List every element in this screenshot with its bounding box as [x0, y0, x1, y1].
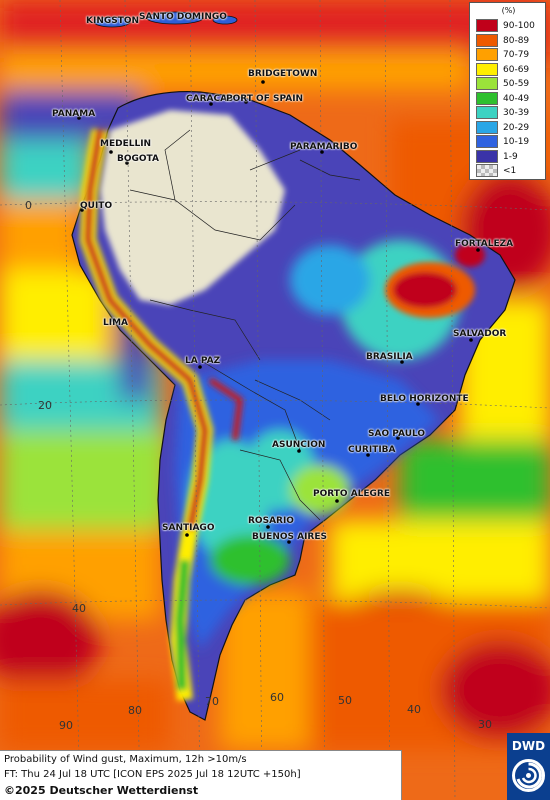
- legend-swatch: [476, 120, 498, 134]
- lat-label-0: 0: [25, 199, 32, 212]
- lon-label-40: 40: [407, 703, 421, 716]
- dwd-logo: DWD: [507, 733, 550, 800]
- city-label-bridgetown: BRIDGETOWN: [248, 69, 318, 79]
- city-label-kingston: KINGSTON: [86, 16, 140, 26]
- lon-label-60: 60: [270, 691, 284, 704]
- city-label-port-of-spain: PORT OF SPAIN: [226, 94, 304, 104]
- city-label-brasilia: BRASILIA: [366, 352, 413, 362]
- city-markers: [77, 16, 480, 544]
- city-label-panama: PANAMA: [52, 109, 96, 119]
- legend-label: 40-49: [503, 93, 530, 104]
- legend-entry: 1-9: [476, 149, 544, 163]
- legend-label: 10-19: [503, 137, 530, 147]
- city-label-bogota: BOGOTA: [117, 154, 159, 164]
- legend-swatch: [476, 164, 498, 177]
- dwd-logo-text: DWD: [511, 739, 546, 753]
- city-label-buenos-aires: BUENOS AIRES: [252, 532, 327, 542]
- city-label-lima: LIMA: [103, 318, 129, 328]
- lat-label-40: 40: [72, 602, 86, 615]
- legend-entry: 30-39: [476, 106, 544, 119]
- map-caption: Probability of Wind gust, Maximum, 12h >…: [0, 750, 402, 800]
- ne-brazil-high-probability: [385, 243, 485, 318]
- legend-swatch: [476, 77, 498, 90]
- city-label-medellin: MEDELLIN: [100, 139, 152, 149]
- amazon-low-probability-area: [100, 110, 285, 305]
- legend-label: 1-9: [503, 151, 518, 162]
- legend-entry: 90-100: [476, 19, 544, 32]
- dwd-swirl-icon: [512, 759, 545, 792]
- legend-swatch: [476, 149, 498, 163]
- lon-label-70: 70: [205, 695, 219, 708]
- city-label-rosario: ROSARIO: [248, 516, 294, 526]
- city-label-quito: QUITO: [80, 201, 113, 211]
- lat-label-20: 20: [38, 399, 52, 412]
- legend-swatch: [476, 19, 498, 32]
- city-label-belo-horizonte: BELO HORIZONTE: [380, 394, 469, 404]
- legend-entry: <1: [476, 164, 544, 177]
- lon-label-90: 90: [59, 719, 73, 732]
- city-label-sao-paulo: SAO PAULO: [368, 429, 426, 439]
- caribbean-islands: [93, 11, 238, 28]
- legend-unit: (%): [501, 6, 516, 15]
- legend-label: 90-100: [503, 21, 535, 31]
- city-label-la-paz: LA PAZ: [185, 356, 221, 366]
- legend-label: 50-59: [503, 79, 530, 89]
- probability-legend: (%) 90-100 80-89 70-79 60-69 50-59 40-49 30-39…: [469, 2, 546, 180]
- country-borders: [129, 129, 361, 521]
- legend-label: 20-29: [503, 122, 530, 133]
- city-label-caracas: CARACAS: [186, 94, 234, 104]
- legend-entry: 50-59: [476, 77, 544, 90]
- city-label-porto-alegre: PORTO ALEGRE: [313, 489, 391, 499]
- city-label-salvador: SALVADOR: [453, 329, 507, 339]
- city-label-santo-domingo: SANTO DOMINGO: [139, 12, 227, 22]
- legend-label: 80-89: [503, 35, 530, 46]
- legend-swatch: [476, 62, 498, 76]
- legend-entry: 60-69: [476, 62, 544, 76]
- legend-label: 30-39: [503, 108, 530, 118]
- legend-entry: 80-89: [476, 33, 544, 47]
- legend-swatch: [476, 91, 498, 105]
- legend-swatch: [476, 135, 498, 148]
- lon-label-80: 80: [128, 704, 142, 717]
- legend-entry: 40-49: [476, 91, 544, 105]
- lon-label-50: 50: [338, 694, 352, 707]
- legend-swatch: [476, 106, 498, 119]
- city-label-santiago: SANTIAGO: [162, 523, 215, 533]
- caption-forecast-time: FT: Thu 24 Jul 18 UTC [ICON EPS 2025 Jul…: [4, 769, 301, 780]
- legend-entry: 70-79: [476, 48, 544, 61]
- legend-label: 70-79: [503, 50, 530, 60]
- city-label-paramaribo: PARAMARIBO: [290, 142, 358, 152]
- caption-copyright: ©2025 Deutscher Wetterdienst: [4, 784, 199, 797]
- caption-parameter: Probability of Wind gust, Maximum, 12h >…: [4, 754, 247, 765]
- legend-entry: 10-19: [476, 135, 544, 148]
- legend-swatch: [476, 48, 498, 61]
- city-label-asuncion: ASUNCION: [272, 440, 326, 450]
- legend-label: <1: [503, 166, 517, 176]
- legend-label: 60-69: [503, 64, 530, 75]
- legend-swatch: [476, 33, 498, 47]
- lon-label-30: 30: [478, 718, 492, 731]
- city-label-curitiba: CURITIBA: [348, 445, 396, 455]
- city-label-fortaleza: FORTALEZA: [455, 239, 514, 249]
- legend-entry: 20-29: [476, 120, 544, 134]
